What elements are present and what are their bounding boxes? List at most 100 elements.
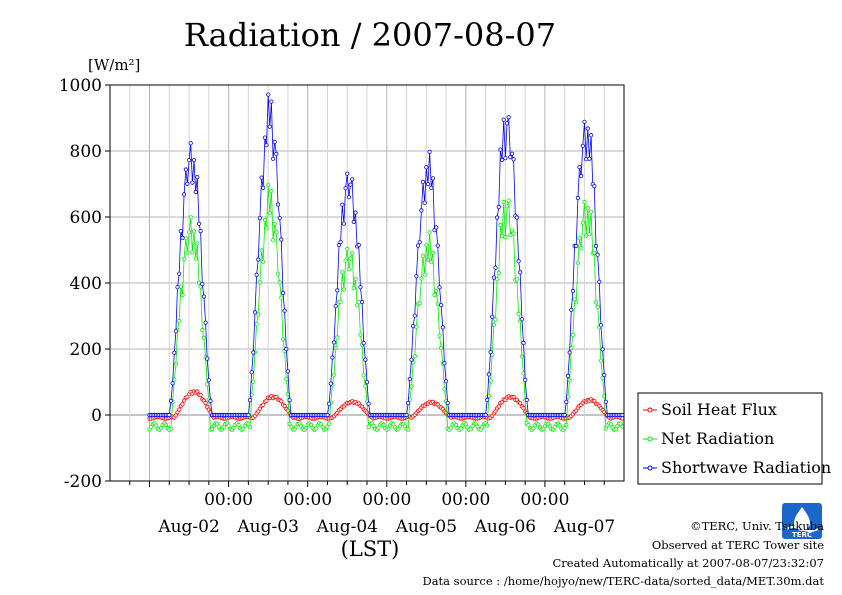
terc-logo: TERC bbox=[782, 503, 822, 539]
data-point bbox=[201, 294, 206, 299]
data-point bbox=[485, 423, 490, 428]
data-point bbox=[381, 422, 386, 428]
data-point bbox=[187, 158, 192, 163]
data-point bbox=[597, 279, 602, 284]
data-point bbox=[236, 422, 241, 427]
data-point bbox=[356, 242, 361, 248]
data-point bbox=[251, 379, 256, 384]
y-tick-label: 1000 bbox=[59, 76, 102, 96]
data-point bbox=[188, 141, 193, 146]
data-point bbox=[168, 426, 174, 431]
data-point bbox=[279, 399, 284, 404]
data-point bbox=[574, 243, 579, 249]
data-point bbox=[514, 277, 520, 282]
data-point bbox=[587, 232, 592, 237]
data-point bbox=[191, 229, 197, 234]
data-point bbox=[159, 425, 164, 430]
data-point bbox=[163, 422, 169, 427]
data-point bbox=[256, 257, 261, 262]
y-axis-unit: [W/m²] bbox=[88, 56, 140, 74]
data-point bbox=[516, 311, 521, 316]
data-point bbox=[272, 139, 277, 144]
data-point bbox=[180, 292, 185, 298]
data-point bbox=[262, 135, 267, 140]
data-point bbox=[261, 185, 266, 190]
x-time-label: 00:00 bbox=[283, 490, 332, 510]
data-point bbox=[274, 151, 279, 156]
data-point bbox=[256, 312, 261, 317]
data-point bbox=[580, 143, 585, 148]
data-point bbox=[182, 192, 187, 197]
data-point bbox=[190, 180, 195, 185]
data-point bbox=[424, 165, 429, 170]
data-point bbox=[420, 179, 426, 184]
data-point bbox=[270, 238, 276, 243]
data-point bbox=[251, 350, 256, 355]
data-point bbox=[453, 422, 459, 428]
data-point bbox=[282, 308, 287, 313]
x-axis-label: (LST) bbox=[341, 537, 400, 561]
data-point bbox=[358, 285, 363, 290]
data-point bbox=[330, 355, 335, 360]
data-point bbox=[422, 200, 427, 205]
x-date-label: Aug-07 bbox=[553, 517, 615, 537]
data-point bbox=[424, 243, 429, 248]
data-point bbox=[188, 215, 193, 220]
y-axis: -200 0 200 400 600 800 1000 bbox=[59, 76, 110, 492]
data-point bbox=[249, 370, 254, 375]
data-point bbox=[491, 275, 496, 280]
data-point bbox=[348, 182, 353, 187]
data-point bbox=[193, 256, 198, 261]
data-point bbox=[564, 399, 569, 404]
data-point bbox=[420, 253, 426, 258]
data-point bbox=[496, 204, 501, 209]
data-point bbox=[404, 412, 409, 418]
data-point bbox=[458, 426, 463, 431]
data-point bbox=[501, 117, 506, 122]
data-point bbox=[412, 354, 417, 359]
data-point bbox=[437, 333, 442, 338]
data-point bbox=[414, 274, 419, 279]
data-point bbox=[490, 314, 495, 319]
data-point bbox=[356, 300, 361, 305]
data-point bbox=[511, 157, 516, 162]
data-point bbox=[168, 398, 174, 403]
data-point bbox=[425, 182, 431, 187]
data-point bbox=[178, 229, 183, 234]
data-point bbox=[498, 222, 503, 228]
data-point bbox=[570, 332, 576, 338]
data-point bbox=[443, 379, 449, 384]
data-point bbox=[593, 300, 599, 305]
data-point bbox=[598, 323, 604, 328]
data-point bbox=[361, 373, 366, 378]
data-point bbox=[173, 329, 178, 334]
data-point bbox=[266, 92, 271, 97]
data-point bbox=[417, 300, 422, 306]
x-time-label: 00:00 bbox=[362, 490, 411, 510]
series-line bbox=[149, 94, 623, 416]
data-point bbox=[279, 237, 284, 242]
data-point bbox=[409, 357, 414, 362]
data-point bbox=[341, 287, 346, 292]
series-layer bbox=[147, 92, 625, 432]
data-point bbox=[346, 195, 351, 200]
data-point bbox=[257, 216, 262, 221]
data-point bbox=[287, 397, 292, 403]
data-point bbox=[486, 372, 491, 377]
data-point bbox=[183, 167, 188, 172]
data-point bbox=[562, 412, 567, 418]
data-point bbox=[333, 304, 338, 309]
data-point bbox=[195, 175, 200, 180]
data-point bbox=[343, 258, 348, 263]
data-point bbox=[435, 243, 440, 248]
data-point bbox=[177, 271, 182, 276]
data-point bbox=[503, 234, 508, 240]
data-point bbox=[348, 256, 353, 261]
data-point bbox=[463, 422, 468, 427]
data-point bbox=[191, 158, 197, 163]
data-point bbox=[178, 284, 183, 289]
data-point bbox=[183, 236, 188, 241]
data-point bbox=[562, 425, 567, 431]
data-point bbox=[579, 246, 584, 251]
data-point bbox=[341, 221, 346, 226]
